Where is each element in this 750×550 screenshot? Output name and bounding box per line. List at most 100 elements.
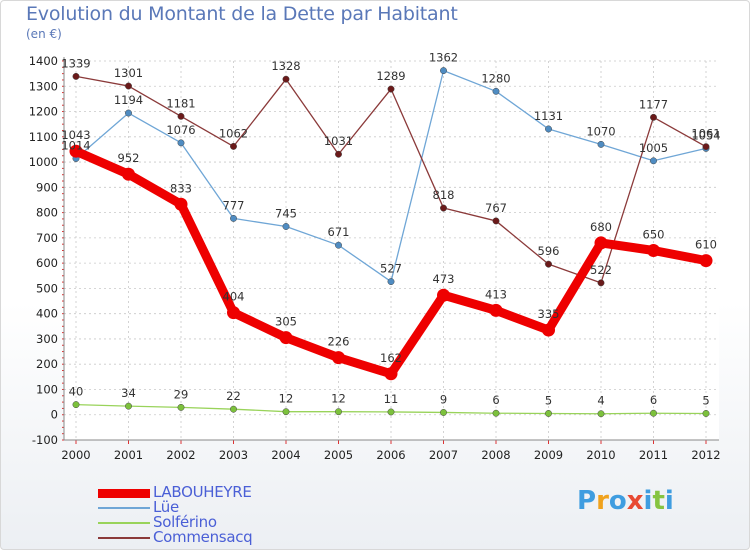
- logo-letter: i: [664, 486, 674, 516]
- data-point: [335, 408, 342, 416]
- data-label: 1289: [376, 69, 405, 83]
- data-point: [545, 260, 552, 268]
- x-tick-label: 2000: [61, 448, 90, 462]
- data-label: 5: [702, 393, 709, 407]
- data-label: 12: [279, 392, 294, 406]
- data-label: 6: [492, 393, 499, 407]
- data-point: [279, 331, 293, 345]
- legend-label-commensacq: Commensacq: [153, 528, 253, 546]
- data-point: [122, 167, 135, 181]
- data-label: 12: [331, 392, 346, 406]
- data-label: 1070: [586, 124, 615, 138]
- data-point: [387, 85, 395, 93]
- x-tick-label: 2002: [166, 448, 195, 462]
- data-label: 413: [485, 287, 507, 301]
- legend-item-labouheyre: LABOUHEYRE: [98, 483, 358, 501]
- chart-unit-label: (en €): [26, 27, 62, 41]
- x-tick-label: 2001: [114, 448, 143, 462]
- logo-letter: i: [643, 486, 653, 516]
- logo-letter: r: [596, 486, 609, 516]
- data-label: 522: [590, 263, 612, 277]
- logo-letter: P: [577, 486, 597, 516]
- y-tick-label: 200: [36, 357, 58, 371]
- data-point: [125, 82, 132, 90]
- data-label: 1043: [61, 128, 90, 142]
- data-point: [387, 278, 395, 286]
- data-label: 6: [650, 393, 657, 407]
- data-label: 1031: [324, 134, 353, 148]
- legend-label-labouheyre: LABOUHEYRE: [153, 483, 252, 501]
- data-label: 473: [433, 272, 455, 286]
- legend-item-solferino: Solférino: [98, 513, 358, 531]
- x-tick-label: 2007: [429, 448, 458, 462]
- x-tick-label: 2005: [324, 448, 353, 462]
- legend-swatch-labouheyre: [98, 489, 150, 498]
- data-label: 952: [118, 151, 140, 165]
- chart-title: Evolution du Montant de la Dette par Hab…: [26, 3, 458, 25]
- y-tick-label: 800: [36, 206, 58, 220]
- y-tick-label: 1400: [29, 54, 58, 68]
- x-tick-label: 2012: [691, 448, 720, 462]
- data-label: 29: [174, 387, 189, 401]
- data-point: [440, 204, 447, 212]
- y-tick-label: 600: [36, 256, 58, 270]
- data-point: [387, 408, 395, 416]
- legend-swatch-commensacq: [98, 537, 150, 539]
- data-label: 162: [380, 351, 402, 365]
- data-label: 777: [223, 198, 245, 212]
- data-point: [282, 408, 290, 416]
- y-tick-label: 1300: [29, 79, 58, 93]
- data-label: 1301: [114, 66, 143, 80]
- data-label: 335: [538, 307, 560, 321]
- data-label: 671: [328, 225, 350, 239]
- logo-letter: t: [652, 486, 665, 516]
- x-tick-label: 2006: [376, 448, 405, 462]
- y-tick-label: 900: [36, 180, 58, 194]
- data-point: [440, 67, 447, 75]
- data-point: [597, 140, 605, 148]
- data-label: 5: [545, 393, 552, 407]
- data-point: [647, 244, 660, 257]
- data-label: 305: [275, 315, 297, 329]
- y-tick-label: 0: [51, 408, 58, 422]
- data-label: 818: [433, 188, 455, 202]
- data-label: 1054: [691, 128, 720, 142]
- data-label: 40: [69, 385, 84, 399]
- data-label: 1181: [166, 96, 195, 110]
- y-tick-label: 500: [36, 281, 58, 295]
- data-point: [489, 303, 503, 317]
- data-point: [282, 223, 290, 230]
- x-tick-label: 2008: [481, 448, 510, 462]
- y-tick-label: 1000: [29, 155, 58, 169]
- data-point: [177, 139, 185, 147]
- data-point: [594, 236, 608, 250]
- data-point: [597, 410, 605, 418]
- data-point: [492, 409, 500, 417]
- data-point: [650, 409, 657, 417]
- data-label: 404: [223, 290, 245, 304]
- data-label: 527: [380, 262, 402, 276]
- data-label: 1076: [166, 123, 195, 137]
- data-label: 767: [485, 201, 507, 215]
- data-point: [230, 405, 237, 413]
- data-label: 11: [384, 392, 399, 406]
- data-point: [335, 150, 342, 158]
- proxiti-logo: Proxiti: [577, 486, 674, 516]
- data-point: [650, 113, 657, 121]
- data-point: [227, 306, 240, 320]
- data-point: [384, 367, 398, 381]
- data-point: [440, 409, 447, 416]
- data-label: 1362: [429, 51, 458, 65]
- y-tick-label: 1200: [29, 105, 58, 119]
- legend-label-lue: Lüe: [153, 498, 179, 516]
- data-point: [492, 87, 500, 95]
- y-tick-label: 1100: [29, 130, 58, 144]
- y-tick-label: 400: [36, 307, 58, 321]
- data-label: 1062: [219, 126, 248, 140]
- y-tick-label: 700: [36, 231, 58, 245]
- data-label: 34: [121, 386, 136, 400]
- data-point: [177, 403, 185, 411]
- data-point: [177, 112, 185, 120]
- data-label: 1328: [271, 59, 300, 73]
- x-tick-label: 2010: [586, 448, 615, 462]
